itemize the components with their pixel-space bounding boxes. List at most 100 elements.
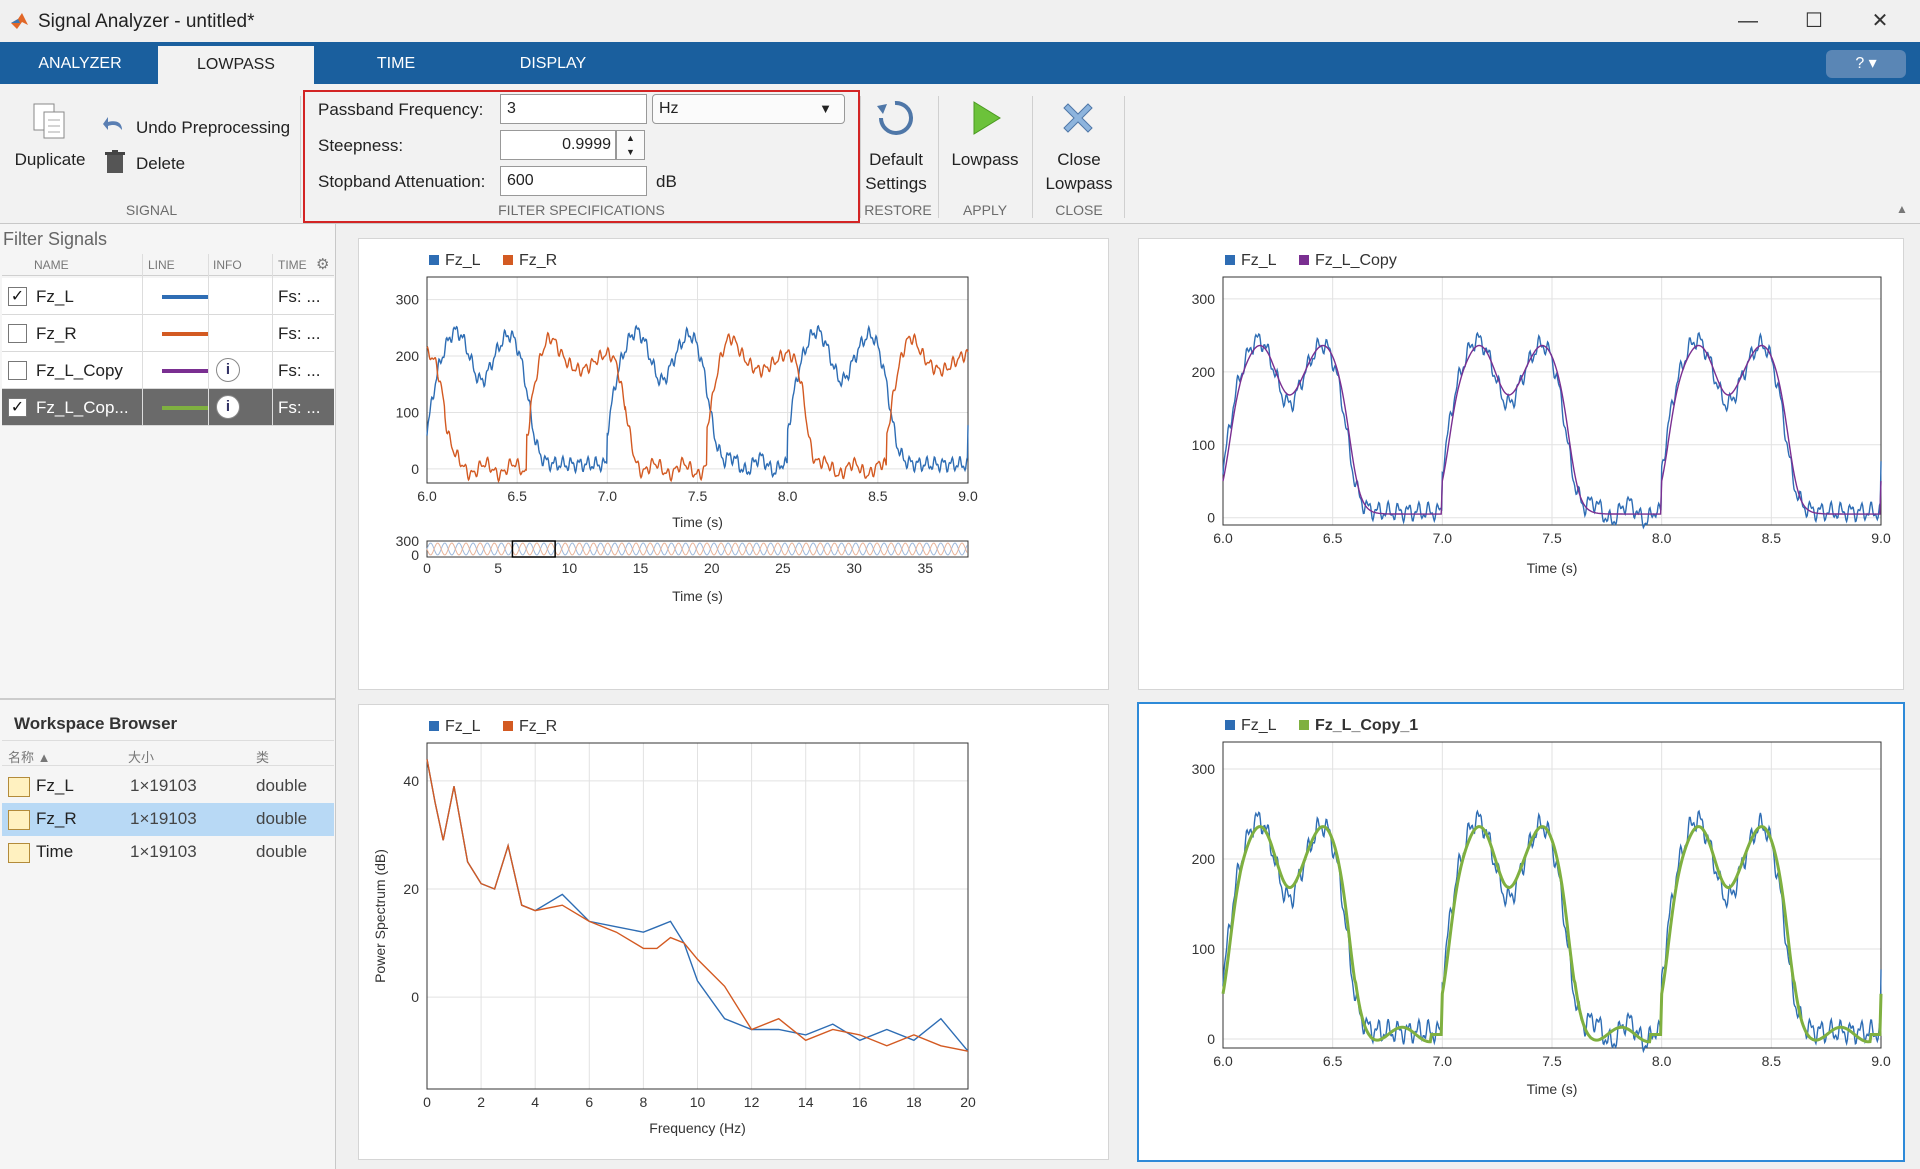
help-button[interactable]: ? ▾ xyxy=(1826,50,1906,78)
axes-frame xyxy=(426,742,969,1090)
y-tick-label: 200 xyxy=(1192,851,1216,867)
default-settings-button[interactable]: Default Settings xyxy=(858,148,934,196)
signal-checkbox[interactable]: ✓ xyxy=(8,287,27,306)
passband-unit-select[interactable]: Hz ▼ xyxy=(652,94,845,124)
plot-panel-2[interactable]: 6.0 6.5 7.0 7.5 8.0 8.5 9.0 0 100 200 300 Fz_L Fz_L_… xyxy=(1138,238,1904,690)
maximize-icon[interactable]: ☐ xyxy=(1805,10,1823,32)
info-icon[interactable]: i xyxy=(216,358,240,382)
x-tick-label: 7.5 xyxy=(688,488,708,504)
signal-checkbox[interactable] xyxy=(8,324,27,343)
col-info[interactable]: INFO xyxy=(213,258,242,272)
steepness-input[interactable]: 0.9999 xyxy=(500,130,616,160)
x-tick-label: 6.5 xyxy=(1323,1053,1343,1069)
workspace-row-fz-r[interactable]: Fz_R 1×19103 double xyxy=(2,803,334,836)
close-window-icon[interactable]: ✕ xyxy=(1871,10,1889,32)
close-lowpass-button[interactable]: Close Lowpass xyxy=(1034,148,1124,196)
panner-x-tick: 5 xyxy=(494,560,502,576)
panner-x-tick: 35 xyxy=(918,560,934,576)
x-tick-label: 6.5 xyxy=(507,488,527,504)
close-lowpass-line1: Close xyxy=(1057,150,1101,169)
tab-display[interactable]: DISPLAY xyxy=(519,55,587,72)
delete-button[interactable]: Delete xyxy=(136,154,186,173)
spin-down-icon[interactable]: ▼ xyxy=(626,147,635,157)
legend-swatch xyxy=(1225,255,1235,265)
plot-panel-1[interactable]: 6.0 6.5 7.0 7.5 8.0 8.5 9.0 0 100 200 300 Fz_L Fz_R T… xyxy=(358,238,1109,690)
lowpass-apply-button[interactable]: Lowpass xyxy=(951,150,1019,169)
stopband-attenuation-input[interactable]: 600 xyxy=(500,166,647,196)
signal-name: Fz_L xyxy=(36,287,74,306)
undo-preprocessing-button[interactable]: Undo Preprocessing xyxy=(136,118,291,137)
plot-panel-4[interactable]: 6.0 6.5 7.0 7.5 8.0 8.5 9.0 0 100 200 300 Fz_L Fz_L_… xyxy=(1137,702,1905,1162)
col-line[interactable]: LINE xyxy=(148,258,175,272)
legend-swatch xyxy=(1225,720,1235,730)
panner-x-tick: 20 xyxy=(704,560,720,576)
signal-row-fz-r[interactable]: Fz_R Fs: ... xyxy=(2,315,334,352)
signal-name: Fz_R xyxy=(36,324,77,343)
passband-frequency-input[interactable]: 3 xyxy=(500,94,647,124)
workspace-header: 名称 ▲ 大小 类 xyxy=(2,740,334,766)
tab-lowpass[interactable]: LOWPASS xyxy=(158,46,314,84)
signal-name: Fz_L_Cop... xyxy=(36,398,129,417)
x-tick-label: 4 xyxy=(531,1094,539,1110)
panner-x-tick: 0 xyxy=(423,560,431,576)
ws-col-class[interactable]: 类 xyxy=(256,750,270,765)
duplicate-button[interactable]: Duplicate xyxy=(14,150,86,169)
line-swatch[interactable] xyxy=(162,369,208,373)
col-name[interactable]: NAME xyxy=(34,258,69,272)
duplicate-icon xyxy=(33,103,65,139)
plot-panel-3[interactable]: 0 2 4 6 8 10 12 14 16 18 20 0 20 40 Fz_L Fz_R Frequency … xyxy=(358,704,1109,1160)
y-tick-label: 20 xyxy=(403,881,419,897)
steepness-spinner[interactable]: ▲ ▼ xyxy=(616,130,645,160)
close-lowpass-line2: Lowpass xyxy=(1045,174,1113,193)
time-plot-fz-l-copy-1[interactable]: 6.0 6.5 7.0 7.5 8.0 8.5 9.0 0 100 200 300 Fz_L Fz_L_… xyxy=(1139,704,1903,1160)
y-tick-label: 300 xyxy=(1192,291,1216,307)
line-swatch[interactable] xyxy=(162,332,208,336)
ws-col-name[interactable]: 名称 ▲ xyxy=(8,750,51,765)
time-plot-fz-l-copy[interactable]: 6.0 6.5 7.0 7.5 8.0 8.5 9.0 0 100 200 300 Fz_L Fz_L_… xyxy=(1139,239,1903,689)
signal-row-fz-l-copy[interactable]: Fz_L_Copy i Fs: ... xyxy=(2,352,334,389)
line-swatch[interactable] xyxy=(162,295,208,299)
tab-time[interactable]: TIME xyxy=(376,55,416,72)
legend-swatch xyxy=(503,255,513,265)
x-tick-label: 8.5 xyxy=(868,488,888,504)
filter-signals-input[interactable]: Filter Signals xyxy=(3,229,108,249)
x-tick-label: 18 xyxy=(906,1094,922,1110)
signal-row-fz-l-copy-1[interactable]: ✓ Fz_L_Cop... i Fs: ... xyxy=(2,389,334,426)
variable-icon xyxy=(8,777,30,797)
panner-line-fz-l xyxy=(426,542,968,556)
line-swatch[interactable] xyxy=(162,406,208,410)
info-icon[interactable]: i xyxy=(216,395,240,419)
workspace-row-time[interactable]: Time 1×19103 double xyxy=(2,836,334,869)
signal-checkbox[interactable]: ✓ xyxy=(8,398,27,417)
legend-swatch xyxy=(1299,255,1309,265)
col-time[interactable]: TIME xyxy=(278,258,307,272)
ws-col-size[interactable]: 大小 xyxy=(128,750,155,765)
stopband-unit: dB xyxy=(656,172,677,191)
collapse-toolstrip-icon[interactable]: ▲ xyxy=(1896,202,1908,216)
x-tick-label: 8 xyxy=(640,1094,648,1110)
gear-icon[interactable]: ⚙ xyxy=(316,256,330,273)
minimize-icon[interactable]: — xyxy=(1738,10,1758,32)
workspace-row-fz-l[interactable]: Fz_L 1×19103 double xyxy=(2,770,334,803)
window-title: Signal Analyzer - untitled* xyxy=(38,11,255,32)
x-axis-label: Time (s) xyxy=(1527,560,1578,576)
workspace-browser-title: Workspace Browser xyxy=(14,714,178,733)
legend-swatch xyxy=(429,721,439,731)
panner-x-tick: 25 xyxy=(775,560,791,576)
ws-size: 1×19103 xyxy=(130,809,197,828)
matlab-logo-icon xyxy=(11,13,28,29)
close-x-icon xyxy=(1063,103,1093,133)
signal-row-fz-l[interactable]: ✓ Fz_L Fs: ... xyxy=(2,278,334,315)
spin-up-icon[interactable]: ▲ xyxy=(626,133,635,143)
series-line-fz-r xyxy=(426,759,969,1052)
panel-splitter[interactable] xyxy=(0,698,336,700)
y-tick-label: 200 xyxy=(396,348,420,364)
x-tick-label: 12 xyxy=(744,1094,760,1110)
spectrum-plot[interactable]: 0 2 4 6 8 10 12 14 16 18 20 0 20 40 Fz_L Fz_R Frequency … xyxy=(359,705,1108,1159)
steepness-label: Steepness: xyxy=(318,136,404,155)
variable-icon xyxy=(8,843,30,863)
signal-checkbox[interactable] xyxy=(8,361,27,380)
y-tick-label: 100 xyxy=(1192,437,1216,453)
tab-analyzer[interactable]: ANALYZER xyxy=(38,55,122,72)
